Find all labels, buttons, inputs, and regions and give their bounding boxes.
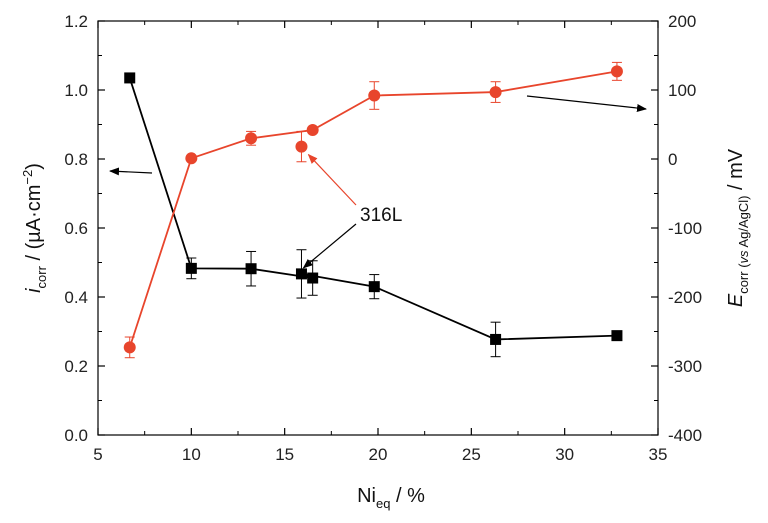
left-axis-indicator	[109, 167, 153, 176]
series-icorr	[124, 72, 623, 358]
data-point	[295, 268, 307, 280]
data-point	[306, 124, 319, 137]
y-left-tick-label: 0.0	[64, 426, 88, 445]
series-ecorr	[123, 61, 623, 359]
x-axis-label-sub: eq	[376, 496, 390, 511]
data-point	[295, 140, 308, 153]
x-tick-label: 30	[555, 445, 574, 464]
y-right-label-main: E	[725, 293, 747, 307]
annotation-arrow-red	[307, 153, 357, 206]
y-right-tick-label: 100	[668, 81, 696, 100]
data-point	[185, 152, 198, 165]
y-right-label-sub-plain: corr (	[736, 263, 751, 294]
y-left-label-sup: −2	[20, 170, 35, 185]
data-point	[368, 89, 381, 102]
y-left-tick-label: 1.0	[64, 81, 88, 100]
y-left-label-italic: i	[23, 288, 45, 293]
data-point	[611, 330, 623, 342]
y-left-tick-label: 1.2	[64, 12, 88, 31]
data-point	[489, 86, 502, 99]
y-left-tick-label: 0.2	[64, 357, 88, 376]
y-right-label-sub-italic: vs	[736, 250, 751, 264]
plot-frame	[97, 20, 659, 436]
y-right-tick-label: -200	[668, 288, 702, 307]
axis-indicator-arrows	[109, 95, 647, 269]
right-axis-ticks: -400 -300 -200 -100 0 100 200	[651, 12, 702, 445]
y-left-label-suffix: / (µA·cm	[23, 185, 45, 267]
data-point	[610, 65, 623, 78]
y-right-tick-label: 200	[668, 12, 696, 31]
series-line	[128, 77, 617, 341]
y-right-label-sub-rest: Ag/AgCl)	[736, 196, 751, 251]
x-tick-label: 10	[182, 445, 201, 464]
data-point	[490, 333, 502, 345]
left-axis-ticks: 0.0 0.2 0.4 0.6 0.8 1.0 1.2	[64, 12, 105, 445]
x-tick-label: 15	[275, 445, 294, 464]
y-left-label-end: )	[23, 163, 45, 170]
x-axis-ticks: 5 10 15 20 25 30 35	[93, 21, 667, 464]
data-point	[368, 281, 380, 293]
data-point	[307, 272, 319, 284]
x-axis-label-suffix: / %	[390, 485, 425, 507]
x-axis-title: Nieq / %	[357, 485, 425, 511]
y-right-tick-label: -400	[668, 426, 702, 445]
plot-border	[97, 20, 659, 436]
data-point	[185, 262, 197, 274]
annotation-316L: 316L	[360, 205, 402, 226]
x-tick-label: 5	[93, 445, 102, 464]
data-point	[245, 263, 257, 275]
x-tick-label: 25	[462, 445, 481, 464]
y-right-label-suffix: / mV	[725, 148, 747, 195]
y-right-tick-label: 0	[668, 150, 677, 169]
y-left-axis-title: icorr / (µA·cm−2)	[20, 163, 49, 293]
y-left-tick-label: 0.6	[64, 219, 88, 238]
y-right-tick-label: -300	[668, 357, 702, 376]
data-point	[123, 341, 136, 354]
x-tick-label: 20	[369, 445, 388, 464]
y-left-tick-label: 0.8	[64, 150, 88, 169]
x-axis-label-main: Ni	[357, 485, 376, 507]
x-tick-label: 35	[649, 445, 668, 464]
data-point	[124, 72, 136, 84]
y-right-tick-label: -100	[668, 219, 702, 238]
y-left-label-sub: corr	[34, 265, 49, 288]
y-right-axis-title: Ecorr (vs Ag/AgCl) / mV	[725, 148, 751, 307]
annotation-arrow-black	[302, 223, 357, 269]
series-layer	[123, 61, 623, 359]
y-left-tick-label: 0.4	[64, 288, 88, 307]
data-point	[245, 132, 258, 145]
right-axis-indicator	[526, 95, 647, 112]
